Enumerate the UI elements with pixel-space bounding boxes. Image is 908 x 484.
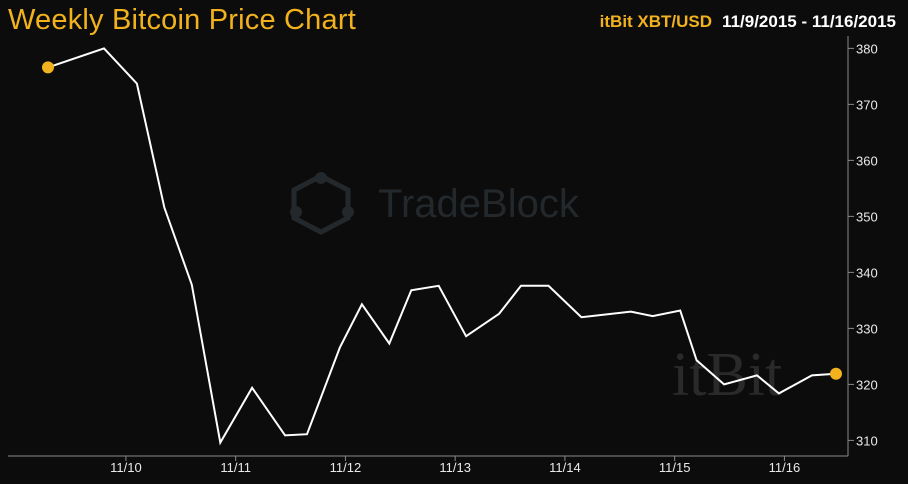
- x-tick-label: 11/15: [659, 460, 691, 475]
- y-tick-label: 340: [856, 265, 878, 280]
- tradeblock-watermark: TradeBlock: [286, 172, 579, 236]
- start-point-marker: [42, 61, 54, 74]
- x-tick-label: 11/12: [330, 460, 362, 475]
- chart-title: Weekly Bitcoin Price Chart: [8, 4, 356, 36]
- end-point-marker: [830, 367, 842, 380]
- y-tick-label: 310: [856, 433, 878, 448]
- chart-subtitle: itBit XBT/USD 11/9/2015 - 11/16/2015: [600, 12, 896, 32]
- y-tick-label: 330: [856, 321, 878, 336]
- x-tick-label: 11/13: [439, 460, 471, 475]
- x-tick-label: 11/11: [220, 460, 251, 475]
- source-label: itBit XBT/USD: [599, 12, 713, 31]
- itbit-watermark: itBit: [672, 341, 783, 409]
- y-tick-label: 380: [856, 41, 878, 56]
- y-tick-label: 360: [856, 153, 878, 168]
- y-axis-ticks: 310 320 330 340 350 360 370 380: [848, 41, 878, 448]
- x-axis-ticks: 11/10 11/11 11/12 11/13 11/14 11/15 11/16: [110, 456, 800, 475]
- tradeblock-logo-icon: [290, 172, 354, 235]
- x-tick-label: 11/14: [549, 460, 581, 475]
- x-tick-label: 11/16: [769, 460, 801, 475]
- x-tick-label: 11/10: [110, 460, 142, 475]
- y-tick-label: 320: [856, 377, 878, 392]
- y-tick-label: 370: [856, 97, 878, 112]
- date-range-label: 11/9/2015 - 11/16/2015: [722, 12, 896, 31]
- tradeblock-watermark-text: TradeBlock: [378, 181, 579, 226]
- y-tick-label: 350: [856, 209, 878, 224]
- price-series-line: [47, 47, 837, 446]
